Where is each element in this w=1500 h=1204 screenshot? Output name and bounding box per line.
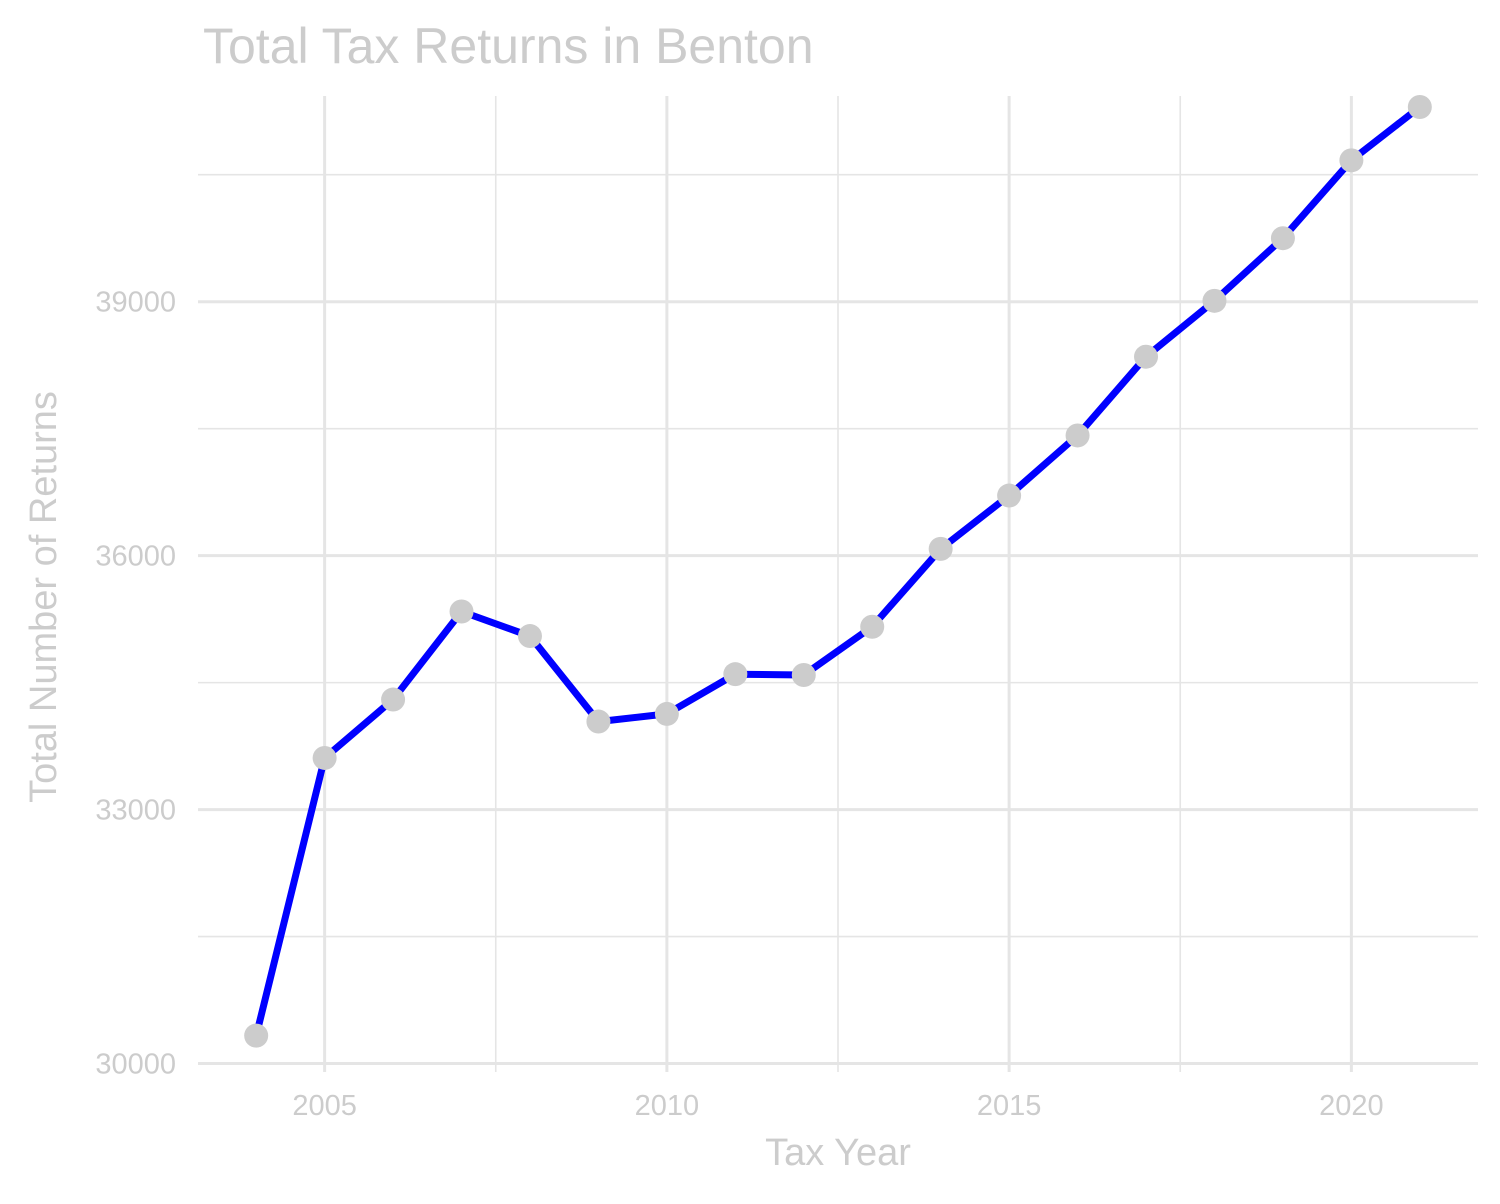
data-point — [1134, 344, 1159, 369]
data-point — [791, 662, 816, 687]
series-points — [244, 95, 1432, 1048]
series-lines — [252, 104, 1422, 1037]
data-point — [723, 662, 748, 687]
x-tick-label: 2010 — [635, 1090, 700, 1122]
chart-title: Total Tax Returns in Benton — [203, 18, 814, 74]
y-axis-label: Total Number of Returns — [23, 391, 65, 803]
data-point — [381, 687, 406, 712]
y-tick-label: 39000 — [95, 287, 176, 319]
major-gridlines — [198, 96, 1478, 1072]
data-point — [1270, 226, 1295, 251]
data-point — [586, 709, 611, 734]
x-tick-label: 2020 — [1319, 1090, 1384, 1122]
y-tick-label: 30000 — [95, 1049, 176, 1081]
y-tick-label: 36000 — [95, 541, 176, 573]
data-point — [1339, 148, 1364, 173]
series-line — [252, 104, 1422, 1037]
data-point — [1202, 288, 1227, 313]
data-point — [449, 599, 474, 624]
data-point — [1065, 423, 1090, 448]
data-point — [244, 1023, 269, 1048]
y-tick-label: 33000 — [95, 795, 176, 827]
data-point — [654, 701, 679, 726]
data-point — [312, 745, 337, 770]
data-point — [517, 624, 542, 649]
data-point — [928, 536, 953, 561]
data-point — [1407, 95, 1432, 120]
x-tick-label: 2015 — [977, 1090, 1042, 1122]
data-point — [997, 483, 1022, 508]
x-axis-ticks: 2005 2010 2015 2020 — [292, 1090, 1383, 1122]
x-tick-label: 2005 — [292, 1090, 357, 1122]
y-axis-ticks: 30000 33000 36000 39000 — [95, 287, 176, 1081]
minor-gridlines — [198, 96, 1478, 1072]
data-point — [860, 614, 885, 639]
x-axis-label: Tax Year — [765, 1132, 911, 1174]
